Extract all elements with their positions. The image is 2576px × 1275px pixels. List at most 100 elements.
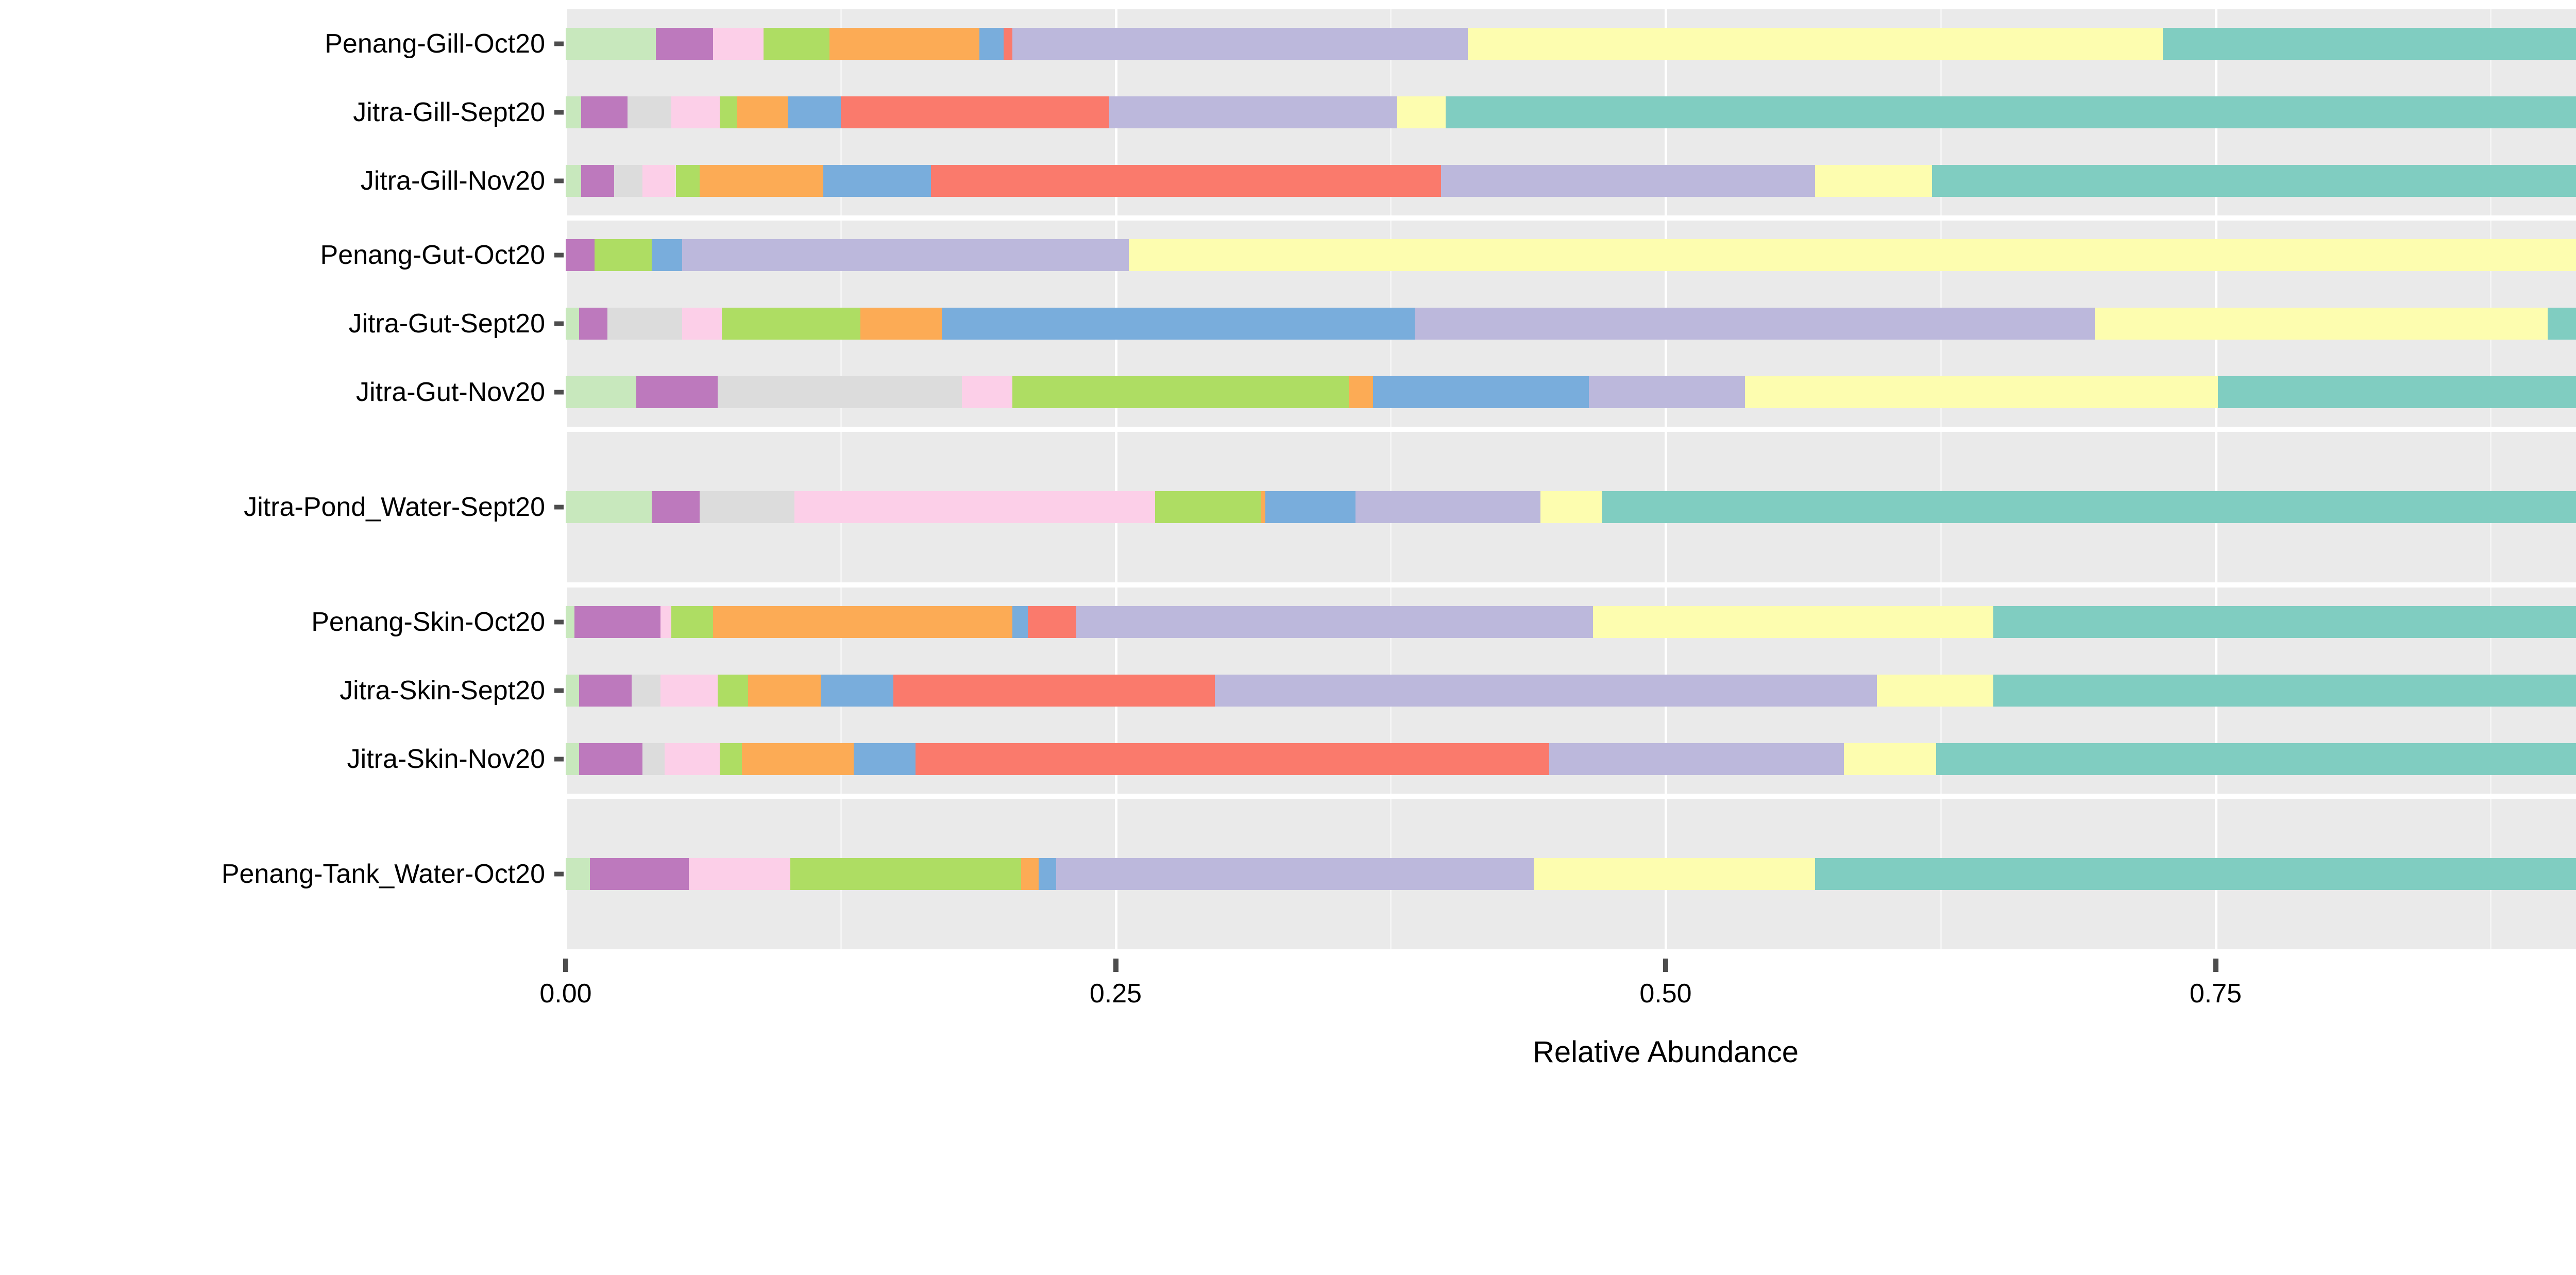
y-axis-tick bbox=[554, 178, 564, 183]
bar-segment-others bbox=[689, 858, 790, 890]
bar-segment-planctomycetota bbox=[566, 96, 581, 128]
bar-segment-verrucomicrobiota bbox=[594, 239, 652, 271]
bar-segment-firmicutes_d bbox=[700, 165, 823, 197]
bar-segment-actinobacteriota bbox=[581, 165, 614, 197]
bar-segment-bacteroidota bbox=[1076, 606, 1594, 638]
bar-segment-planctomycetota bbox=[566, 675, 579, 707]
bar-segment-others bbox=[642, 165, 676, 197]
bar-segment-bacteroidota bbox=[1588, 376, 1745, 409]
bar-segment-deinococcota bbox=[1003, 27, 1012, 60]
bar-segment-firmicutes_a bbox=[854, 743, 916, 776]
bar-segment-proteobacteria bbox=[1931, 165, 2576, 197]
bar-segment-fusobacteriota bbox=[1744, 376, 2218, 409]
bar-segment-firmicutes_a bbox=[979, 27, 1004, 60]
y-axis-label: Penang-Gut-Oct20 bbox=[320, 240, 545, 270]
bar-segment-fusobacteriota bbox=[1843, 743, 1937, 776]
bar-segment-fusobacteriota bbox=[1540, 491, 1602, 523]
facet-gill: Penang-Gill-Oct20 Jitra-Gill-Sept20 Jitra-… bbox=[325, 9, 2576, 215]
bar-segment-firmicutes_a bbox=[823, 165, 931, 197]
bar-segment-planctomycetota bbox=[566, 165, 581, 197]
bar-segment-others bbox=[660, 606, 671, 638]
bar-segment-deinococcota bbox=[1027, 606, 1076, 638]
bar-segment-actinobacteriota bbox=[651, 491, 700, 523]
bar-segment-fusobacteriota bbox=[2094, 308, 2548, 340]
bar-segment-verrucomicrobiota bbox=[719, 743, 742, 776]
y-axis-tick bbox=[554, 757, 564, 762]
bar-segment-bacteroidota bbox=[1549, 743, 1844, 776]
bar-segment-proteobacteria bbox=[2163, 27, 2576, 60]
y-axis-label: Penang-Skin-Oct20 bbox=[311, 607, 545, 637]
y-axis-tick bbox=[554, 688, 564, 693]
bar-segment-planctomycetota bbox=[566, 308, 579, 340]
bar-segment-fusobacteriota bbox=[1129, 239, 2576, 271]
stacked-bar bbox=[566, 96, 2576, 128]
bar-segment-firmicutes_a bbox=[1012, 606, 1028, 638]
bar-segment-verrucomicrobiota bbox=[719, 96, 738, 128]
bar-segment-cyanobacteria bbox=[627, 96, 671, 128]
bar-segment-others bbox=[682, 308, 722, 340]
bar-segment-verrucomicrobiota bbox=[790, 858, 1021, 890]
bar-segment-cyanobacteria bbox=[700, 491, 795, 523]
stacked-bar bbox=[566, 858, 2576, 890]
bar-segment-others bbox=[660, 675, 718, 707]
bar-segment-fusobacteriota bbox=[1467, 27, 2163, 60]
x-axis-tick bbox=[1663, 959, 1668, 972]
bar-segment-bacteroidota bbox=[1056, 858, 1534, 890]
y-axis-label: Jitra-Gut-Sept20 bbox=[348, 309, 546, 339]
bar-segment-bacteroidota bbox=[1214, 675, 1877, 707]
y-axis-tick bbox=[554, 390, 564, 395]
bar-segment-cyanobacteria bbox=[642, 743, 665, 776]
stacked-bar bbox=[566, 376, 2576, 409]
bar-segment-deinococcota bbox=[930, 165, 1442, 197]
bar-segment-proteobacteria bbox=[1446, 96, 2576, 128]
bar-segment-others bbox=[665, 743, 720, 776]
y-axis-tick bbox=[554, 110, 564, 115]
bar-segment-firmicutes_d bbox=[737, 96, 788, 128]
y-axis-label: Penang-Tank_Water-Oct20 bbox=[221, 859, 545, 889]
bar-segment-others bbox=[713, 27, 764, 60]
facet-pond-water: Jitra-Pond_Water-Sept20Pond Water bbox=[244, 432, 2576, 582]
bar-segment-proteobacteria bbox=[1815, 858, 2576, 890]
bar-segment-fusobacteriota bbox=[1815, 165, 1932, 197]
bar-segment-fusobacteriota bbox=[1397, 96, 1446, 128]
bar-segment-actinobacteriota bbox=[566, 239, 595, 271]
x-axis-tick bbox=[2213, 959, 2218, 972]
x-axis-title: Relative Abundance bbox=[1533, 1035, 1799, 1069]
bar-segment-others bbox=[671, 96, 720, 128]
bar-segment-bacteroidota bbox=[1012, 27, 1468, 60]
stacked-bar bbox=[566, 27, 2576, 60]
y-axis-label: Penang-Gill-Oct20 bbox=[325, 28, 545, 59]
bar-segment-verrucomicrobiota bbox=[671, 606, 714, 638]
bar-segment-firmicutes_d bbox=[741, 743, 854, 776]
y-axis-tick bbox=[554, 253, 564, 258]
bar-segment-firmicutes_d bbox=[1261, 491, 1265, 523]
bar-segment-verrucomicrobiota bbox=[717, 675, 749, 707]
bar-segment-others bbox=[794, 491, 1156, 523]
bar-segment-firmicutes_d bbox=[1349, 376, 1374, 409]
y-axis-label: Jitra-Pond_Water-Sept20 bbox=[244, 492, 545, 522]
bar-segment-firmicutes_a bbox=[821, 675, 894, 707]
x-axis-tick-label: 0.75 bbox=[2189, 979, 2242, 1009]
bar-segment-bacteroidota bbox=[1441, 165, 1816, 197]
stacked-bar bbox=[566, 675, 2576, 707]
bar-segment-actinobacteriota bbox=[574, 606, 660, 638]
bar-segment-firmicutes_d bbox=[829, 27, 979, 60]
y-axis-tick bbox=[554, 41, 564, 46]
bar-segment-firmicutes_a bbox=[1265, 491, 1355, 523]
bar-segment-planctomycetota bbox=[566, 743, 579, 776]
bar-segment-actinobacteriota bbox=[589, 858, 689, 890]
bar-segment-verrucomicrobiota bbox=[722, 308, 861, 340]
x-axis-tick-label: 0.00 bbox=[539, 979, 592, 1009]
stacked-bar bbox=[566, 606, 2576, 638]
bar-segment-verrucomicrobiota bbox=[675, 165, 700, 197]
stacked-bar bbox=[566, 491, 2576, 523]
x-axis-tick bbox=[1113, 959, 1118, 972]
y-axis-tick bbox=[554, 871, 564, 877]
bar-segment-cyanobacteria bbox=[717, 376, 962, 409]
facet-tank-water: Penang-Tank_Water-Oct20Tank Water bbox=[222, 799, 2576, 949]
bar-segment-proteobacteria bbox=[2548, 308, 2576, 340]
y-axis-label: Jitra-Gill-Sept20 bbox=[353, 97, 545, 127]
y-axis-label: Jitra-Skin-Nov20 bbox=[347, 744, 545, 775]
bar-segment-cyanobacteria bbox=[607, 308, 683, 340]
